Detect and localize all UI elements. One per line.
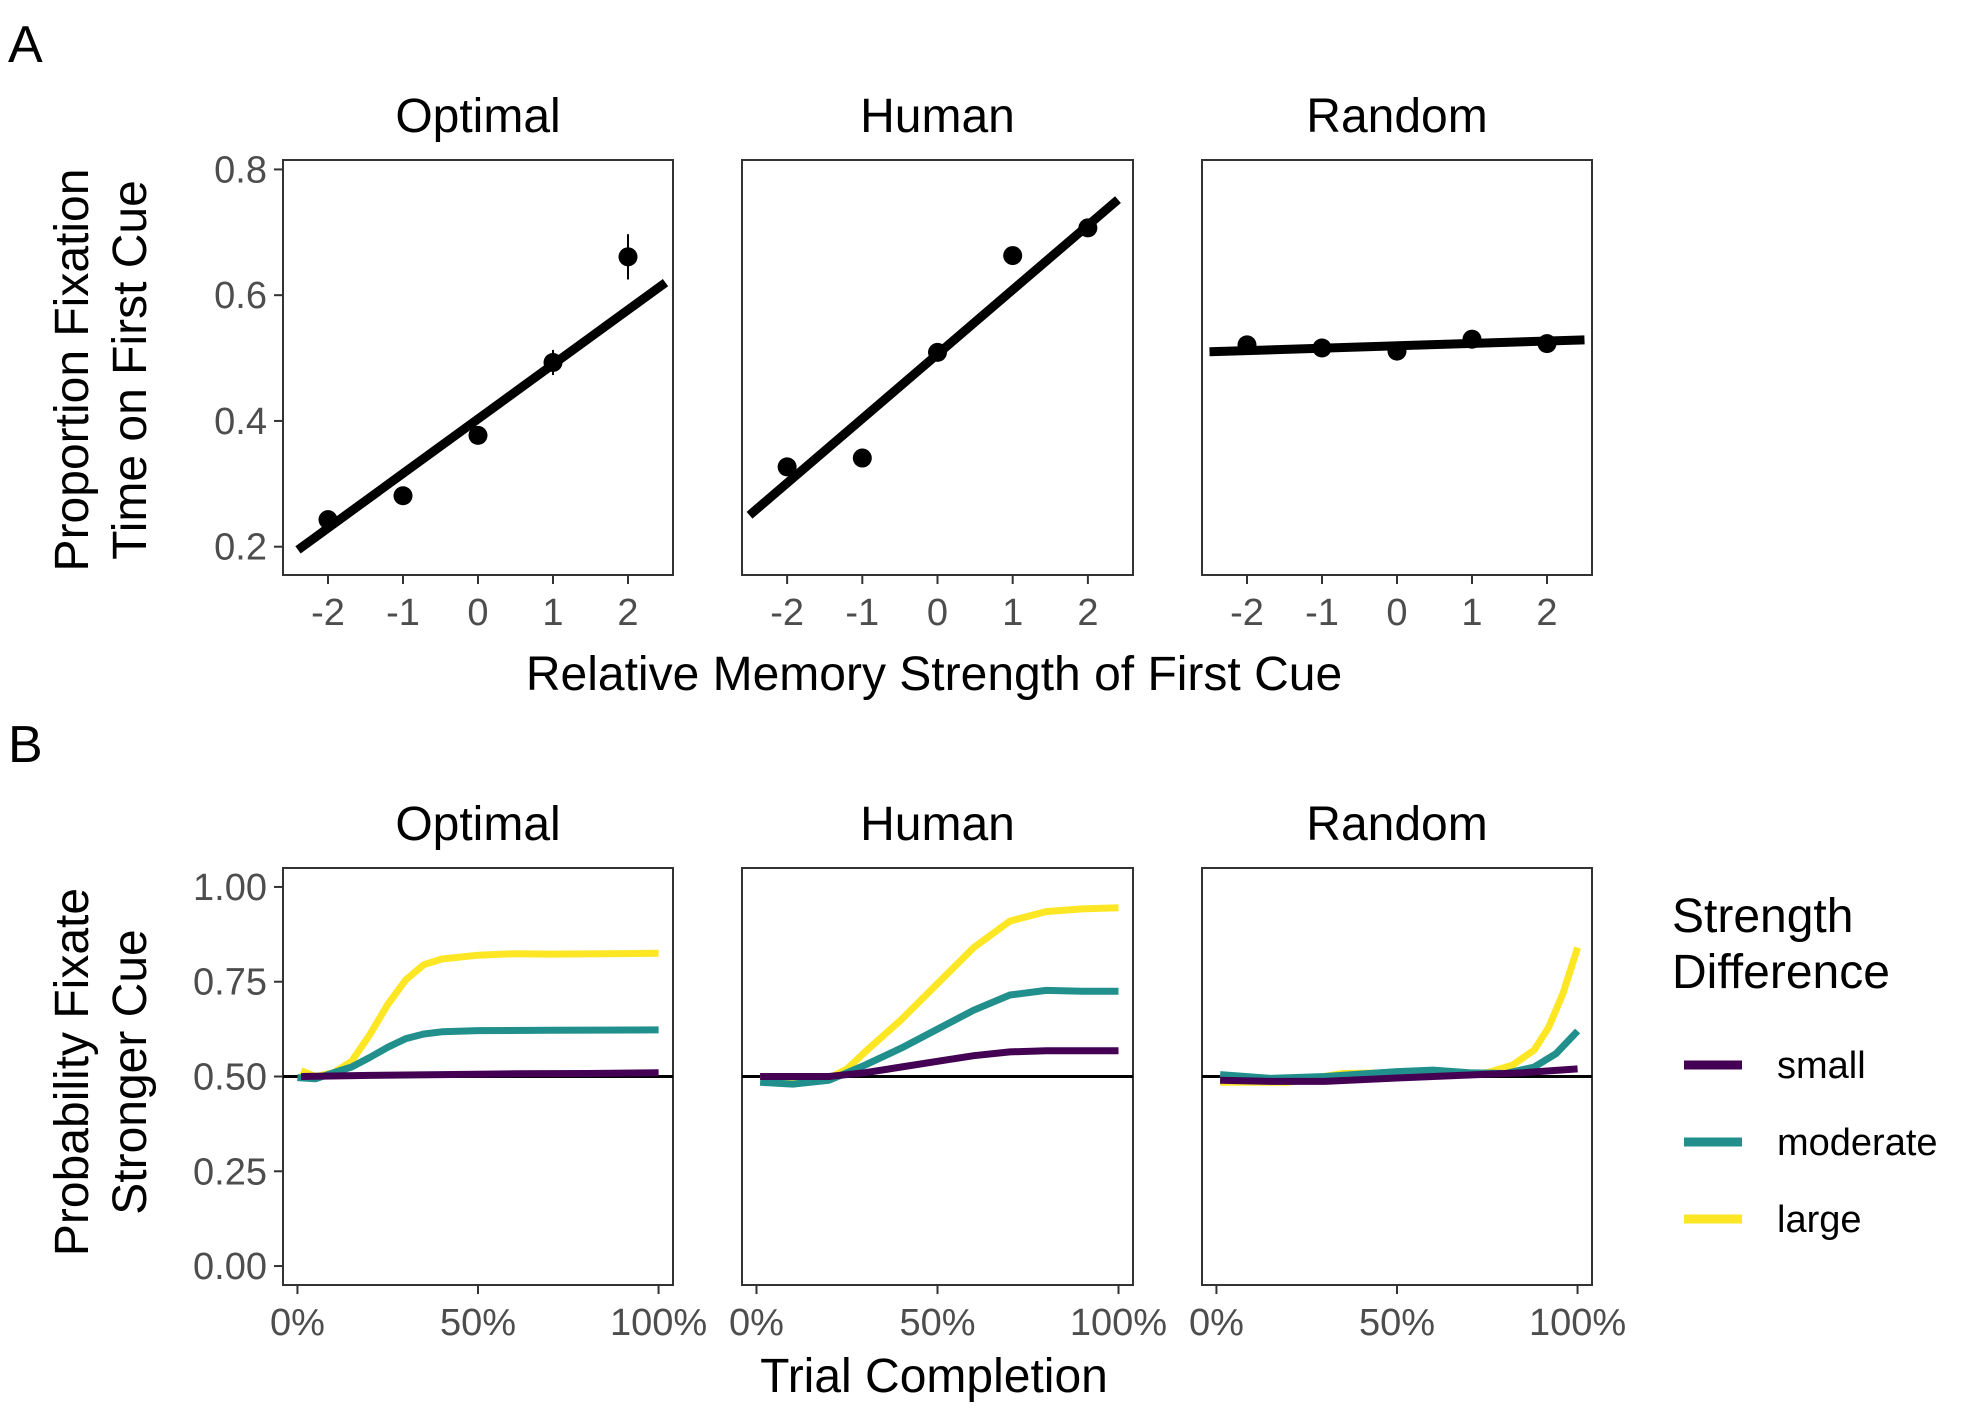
panel-b-facet-optimal-title: Optimal xyxy=(395,798,560,851)
panel-a-facet-random-x-tick-label-3: 1 xyxy=(1461,592,1482,634)
panel-a-facet-human-point-0 xyxy=(777,457,797,477)
panel-a-x-axis-title: Relative Memory Strength of First Cue xyxy=(526,648,1342,701)
panel-b-y-axis-title-line-2: Stronger Cue xyxy=(104,929,157,1215)
panel-b-facet-random-series-small xyxy=(1220,1065,1578,1085)
panel-a-facet-human: Human -2 -1 0 1 2 xyxy=(741,90,1134,634)
panel-a-y-axis-title-line-1: Proportion Fixation xyxy=(46,169,99,572)
panel-b-facet-human-series-small xyxy=(760,1047,1119,1080)
panel-a-facet-optimal-point-1 xyxy=(393,486,413,506)
panel-b-facet-random-x-tick-label-0: 0% xyxy=(1189,1302,1244,1344)
panel-b-facet-human-x-tick-label-2: 100% xyxy=(1070,1302,1167,1344)
panel-b-facet-random: Random 0% 50% 100% xyxy=(1189,798,1626,1344)
legend: Strength Difference small moderate large xyxy=(1672,890,1938,1241)
panel-a-facet-random-point-1 xyxy=(1312,338,1332,358)
panel-a-facet-random-point-3 xyxy=(1462,329,1482,349)
panel-a-facet-optimal-x-tick-label-4: 2 xyxy=(617,592,638,634)
panel-a-facet-human-x-tick-label-1: -1 xyxy=(845,592,879,634)
legend-label-small: small xyxy=(1777,1045,1866,1087)
panel-a-facet-human-x-tick-label-3: 1 xyxy=(1002,592,1023,634)
panel-a-facet-optimal-x-tick-label-3: 1 xyxy=(542,592,563,634)
panel-b-facet-random-x-tick-label-2: 100% xyxy=(1529,1302,1626,1344)
panel-a-facet-random-x-tick-label-2: 0 xyxy=(1386,592,1407,634)
panel-a-facet-optimal-x-tick-label-2: 0 xyxy=(467,592,488,634)
panel-a-facet-random-x-tick-label-0: -2 xyxy=(1230,592,1264,634)
panel-a-facet-random-point-0 xyxy=(1237,335,1257,355)
panel-label-b: B xyxy=(8,716,43,774)
legend-title-line-2: Difference xyxy=(1672,946,1890,999)
panel-b-facet-optimal-y-tick-label-0: 0.00 xyxy=(193,1246,267,1288)
panel-b-facet-optimal-y-tick-label-2: 0.50 xyxy=(193,1057,267,1099)
panel-a-facet-optimal-x-tick-label-1: -1 xyxy=(386,592,420,634)
panel-label-a: A xyxy=(8,16,43,74)
panel-a-facet-human-x-tick-label-2: 0 xyxy=(927,592,948,634)
panel-a-facet-optimal-point-2 xyxy=(468,425,488,445)
panel-b-facet-optimal-x-tick-label-1: 50% xyxy=(440,1302,516,1344)
panel-b-facet-optimal-y-tick-label-3: 0.75 xyxy=(193,962,267,1004)
panel-b-y-axis-title-2: Stronger Cue xyxy=(104,929,157,1215)
panel-b-facet-human: Human 0% 50% 100% xyxy=(729,798,1167,1344)
panel-b-facet-human-title: Human xyxy=(860,798,1015,851)
panel-a-facet-optimal-point-0 xyxy=(318,510,338,530)
panel-b-facet-random-title: Random xyxy=(1306,798,1487,851)
panel-a-y-axis-title: Proportion Fixation xyxy=(46,169,99,572)
panel-b-facet-optimal: Optimal 0% 50% 100% 0.00 0.25 0.50 0.75 1.00 xyxy=(193,798,707,1344)
panel-a-facet-human-x-tick-label-0: -2 xyxy=(770,592,804,634)
panel-a-facet-optimal-y-tick-label-0: 0.2 xyxy=(214,527,267,569)
legend-label-large: large xyxy=(1777,1199,1862,1241)
panel-b-y-axis-title: Probability Fixate xyxy=(46,888,99,1256)
panel-a-facet-human-x-tick-label-4: 2 xyxy=(1077,592,1098,634)
panel-a-facet-random-title: Random xyxy=(1306,90,1487,143)
panel-b-facet-human-x-tick-label-0: 0% xyxy=(729,1302,784,1344)
panel-a-facet-random-x-tick-label-4: 2 xyxy=(1536,592,1557,634)
panel-a-facet-human-title: Human xyxy=(860,90,1015,143)
panel-b-facet-optimal-y-tick-label-4: 1.00 xyxy=(193,867,267,909)
panel-b-y-axis-title-line-1: Probability Fixate xyxy=(46,888,99,1256)
panel-a-facet-optimal: Optimal -2 -1 0 1 2 0.2 0.4 0.6 0.8 xyxy=(214,90,674,634)
panel-a-facet-random-x-tick-label-1: -1 xyxy=(1305,592,1339,634)
panel-b-facet-human-series-moderate xyxy=(759,986,1119,1088)
legend-label-moderate: moderate xyxy=(1777,1122,1938,1164)
panel-b-facet-optimal-x-tick-label-2: 100% xyxy=(610,1302,707,1344)
panel-a-facet-random-point-4 xyxy=(1537,334,1557,354)
panel-a-facet-human-point-3 xyxy=(1003,246,1023,266)
panel-b-facet-optimal-series-small xyxy=(301,1069,659,1080)
panel-a-y-axis-title-line-2: Time on First Cue xyxy=(104,180,157,560)
panel-a-facet-optimal-x-tick-label-0: -2 xyxy=(311,592,345,634)
panel-a-facet-optimal-fit-line xyxy=(295,278,669,554)
panel-a-facet-optimal-y-tick-label-3: 0.8 xyxy=(214,149,267,191)
panel-b-facet-random-x-tick-label-1: 50% xyxy=(1359,1302,1435,1344)
panel-b-facet-random-series-moderate xyxy=(1219,1028,1581,1082)
panel-b-chart: Optimal 0% 50% 100% 0.00 0.25 0.50 0.75 1.00 Huma… xyxy=(193,798,1626,1344)
panel-b-facet-human-x-tick-label-1: 50% xyxy=(899,1302,975,1344)
panel-a-facet-random-point-2 xyxy=(1387,341,1407,361)
panel-a-facet-random: Random -2 -1 0 1 2 xyxy=(1201,90,1593,634)
panel-a-facet-human-border xyxy=(741,159,1134,576)
panel-a-facet-optimal-border xyxy=(282,159,674,576)
panel-a-facet-optimal-title: Optimal xyxy=(395,90,560,143)
panel-a-facet-human-point-1 xyxy=(852,448,872,468)
panel-a-facet-human-point-4 xyxy=(1078,218,1098,238)
panel-a-facet-optimal-point-3 xyxy=(543,352,563,372)
panel-a-facet-optimal-y-tick-label-1: 0.4 xyxy=(214,401,267,443)
panel-a-facet-human-point-2 xyxy=(928,342,947,362)
legend-title-line-1: Strength xyxy=(1672,890,1853,943)
panel-a-facet-optimal-y-tick-label-2: 0.6 xyxy=(214,275,267,317)
panel-a-y-axis-title-2: Time on First Cue xyxy=(104,180,157,560)
panel-a-facet-optimal-point-4 xyxy=(618,247,638,267)
panel-b-facet-optimal-y-tick-label-1: 0.25 xyxy=(193,1151,267,1193)
panel-b-facet-optimal-x-tick-label-0: 0% xyxy=(270,1302,325,1344)
panel-b-x-axis-title: Trial Completion xyxy=(760,1350,1108,1403)
panel-a-facet-random-border xyxy=(1201,159,1593,576)
